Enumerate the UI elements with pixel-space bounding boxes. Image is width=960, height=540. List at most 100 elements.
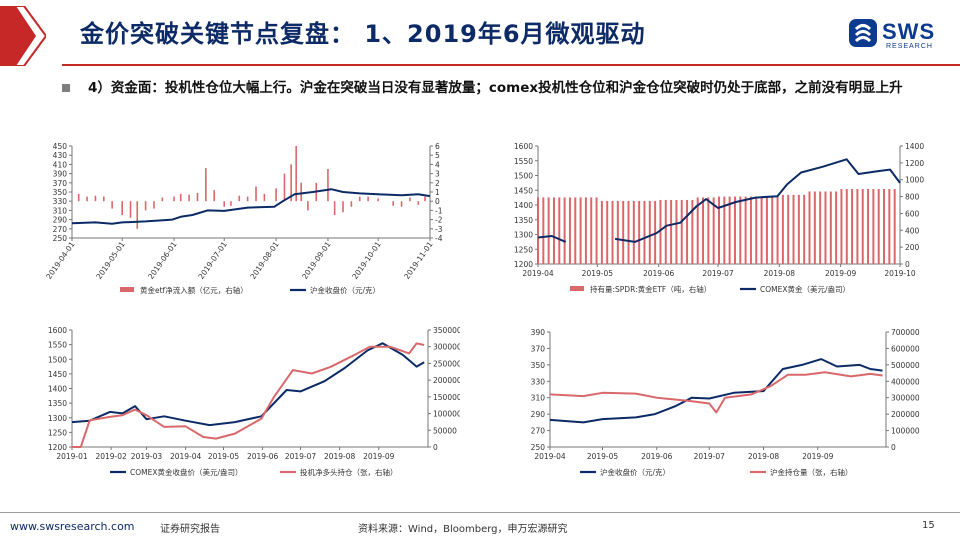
y-left-tick-label: 450 <box>53 142 68 151</box>
bar <box>102 196 105 202</box>
slide-footer: www.swsresearch.com 证券研究报告 资料来源：Wind，Blo… <box>0 508 960 540</box>
bar <box>627 200 630 264</box>
y-left-tick-label: 310 <box>53 206 68 215</box>
x-tick-label: 2019-06 <box>643 269 675 278</box>
bar <box>749 196 752 264</box>
y-left-tick-label: 1400 <box>514 201 533 210</box>
bar <box>632 200 635 264</box>
y-left-tick-label: 370 <box>531 344 546 353</box>
y-left-tick-label: 270 <box>531 427 546 436</box>
bar <box>307 201 309 211</box>
bar <box>803 194 806 264</box>
bar <box>547 197 550 264</box>
x-tick-label: 2019-08 <box>324 452 356 461</box>
x-tick-label: 2019-05 <box>582 269 614 278</box>
bar <box>188 194 190 202</box>
bar <box>819 191 822 264</box>
bar <box>760 196 763 264</box>
bar <box>835 191 838 264</box>
y-left-tick-label: 290 <box>53 216 68 225</box>
y-left-tick-label: 270 <box>53 225 68 234</box>
bar <box>255 186 257 202</box>
x-tick-label: 2019-04 <box>522 269 554 278</box>
bar <box>616 200 619 264</box>
y-right-tick-label: 250000 <box>433 359 460 368</box>
y-left-tick-label: 1500 <box>514 172 533 181</box>
bar <box>686 199 689 264</box>
chart-shfe-open-interest: 250 270 290 310 330 350 370 390 0 100000 200000 300… <box>531 328 920 477</box>
y-right-tick-label: 400000 <box>891 377 920 386</box>
bar <box>611 200 614 264</box>
page-number: 15 <box>922 520 935 531</box>
legend-swatch <box>120 287 134 292</box>
x-tick-label: 2019-04 <box>534 452 566 461</box>
x-tick-label: 2019-07-01 <box>196 240 229 281</box>
website-link[interactable]: www.swsresearch.com <box>10 520 135 533</box>
x-tick-label: 2019-10 <box>884 269 916 278</box>
x-tick-label: 2019-09 <box>802 452 834 461</box>
bar <box>659 199 662 264</box>
chart-etf-flow-shfe-gold: 250270290310330350370390410430450-4-3-2-… <box>44 142 443 295</box>
y-left-tick-label: 1550 <box>48 341 67 350</box>
bar <box>702 197 705 264</box>
y-right-tick-label: 2 <box>435 179 440 188</box>
series-line-0 <box>71 342 425 427</box>
y-right-tick-label: 100000 <box>433 410 460 419</box>
y-left-tick-label: 1300 <box>48 414 67 423</box>
bar <box>707 197 710 264</box>
bar <box>712 197 715 264</box>
x-tick-label: 2019-08-01 <box>248 240 281 281</box>
series-line <box>537 158 901 243</box>
bar <box>696 197 699 264</box>
bar <box>771 196 774 264</box>
y-left-tick-label: 1550 <box>514 157 533 166</box>
legend-label: 持有量:SPDR:黄金ETF（吨，右轴） <box>590 284 711 294</box>
bar <box>213 190 215 202</box>
bar <box>377 198 379 202</box>
bar <box>342 201 344 213</box>
y-left-tick-label: 1250 <box>48 428 67 437</box>
bar <box>680 199 683 264</box>
slide-header: 金价突破关键节点复盘： 1、2019年6月微观驱动 SWS RESEARCH <box>0 0 960 72</box>
y-right-tick-label: -1 <box>435 206 443 215</box>
y-left-tick-label: 1200 <box>514 260 533 269</box>
bar <box>400 201 403 207</box>
bar <box>648 200 651 264</box>
x-tick-label: 2019-07 <box>285 452 317 461</box>
series-line-1 <box>72 342 425 448</box>
y-right-tick-label: 150000 <box>433 393 460 402</box>
page-title: 金价突破关键节点复盘： 1、2019年6月微观驱动 <box>80 20 646 48</box>
bar <box>161 197 164 202</box>
y-right-tick-label: 300000 <box>891 394 920 403</box>
y-left-tick-label: 430 <box>53 151 68 160</box>
bar <box>584 197 587 264</box>
report-type: 证券研究报告 <box>160 524 220 535</box>
footer-divider <box>0 512 960 513</box>
y-left-tick-label: 1450 <box>48 370 67 379</box>
bar <box>755 196 758 264</box>
legend-label: COMEX黄金（美元/盎司） <box>760 284 850 294</box>
bar <box>792 194 795 264</box>
y-left-tick-label: 1600 <box>48 326 67 335</box>
y-right-tick-label: 1200 <box>905 159 924 168</box>
y-right-tick-label: 5 <box>435 151 440 160</box>
bar <box>654 200 657 264</box>
y-right-tick-label: -3 <box>435 225 443 234</box>
legend-label: 投机净多头持仓（张，右轴） <box>300 467 398 477</box>
y-left-tick-label: 1450 <box>514 186 533 195</box>
bar <box>861 188 864 264</box>
y-right-tick-label: 600 <box>905 209 920 218</box>
y-left-tick-label: 250 <box>531 443 546 452</box>
bar <box>824 191 827 264</box>
x-tick-label: 2019-05 <box>587 452 619 461</box>
bar <box>813 191 816 264</box>
bar <box>283 173 286 202</box>
y-left-tick-label: 330 <box>53 197 68 206</box>
bar <box>94 195 97 202</box>
y-right-tick-label: 0 <box>891 443 896 452</box>
bar <box>622 200 625 264</box>
bar <box>718 196 720 264</box>
y-left-tick-label: 310 <box>531 394 546 403</box>
y-right-tick-label: 3 <box>435 170 440 179</box>
bar <box>877 188 880 264</box>
